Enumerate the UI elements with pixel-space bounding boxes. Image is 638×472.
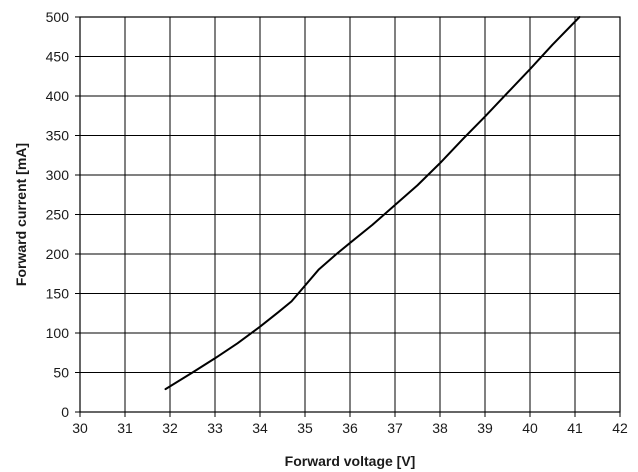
x-tick-label: 32 [162, 420, 178, 436]
grid-lines [75, 16, 621, 417]
x-tick-label: 30 [72, 420, 88, 436]
y-tick-label: 250 [46, 207, 70, 223]
x-tick-label: 31 [117, 420, 133, 436]
plot-border [79, 16, 621, 413]
y-tick-label: 100 [46, 325, 70, 341]
x-tick-label: 36 [342, 420, 358, 436]
y-tick-label: 300 [46, 167, 70, 183]
x-tick-label: 33 [207, 420, 223, 436]
x-tick-label: 42 [612, 420, 628, 436]
y-tick-label: 500 [46, 9, 70, 25]
x-tick-label: 35 [297, 420, 313, 436]
series-lines [164, 16, 581, 391]
y-tick-label: 200 [46, 246, 70, 262]
x-tick-label: 41 [567, 420, 583, 436]
series-line [164, 16, 581, 391]
y-tick-label: 350 [46, 128, 70, 144]
y-tick-label: 50 [53, 365, 69, 381]
x-tick-label: 38 [432, 420, 448, 436]
x-tick-label: 39 [477, 420, 493, 436]
plot-frame [79, 16, 621, 413]
y-tick-labels: 0 50 100 150 200 250 300 350 400 450 500 [46, 9, 70, 420]
y-tick-label: 0 [61, 404, 69, 420]
y-tick-label: 150 [46, 286, 70, 302]
x-tick-label: 40 [522, 420, 538, 436]
x-tick-label: 34 [252, 420, 268, 436]
y-tick-label: 450 [46, 49, 70, 65]
y-tick-label: 400 [46, 88, 70, 104]
x-tick-label: 37 [387, 420, 403, 436]
y-axis-title: Forward current [mA] [13, 143, 29, 286]
x-tick-labels: 30 31 32 33 34 35 36 37 38 39 40 41 42 [72, 420, 628, 436]
x-axis-title: Forward voltage [V] [285, 453, 416, 469]
